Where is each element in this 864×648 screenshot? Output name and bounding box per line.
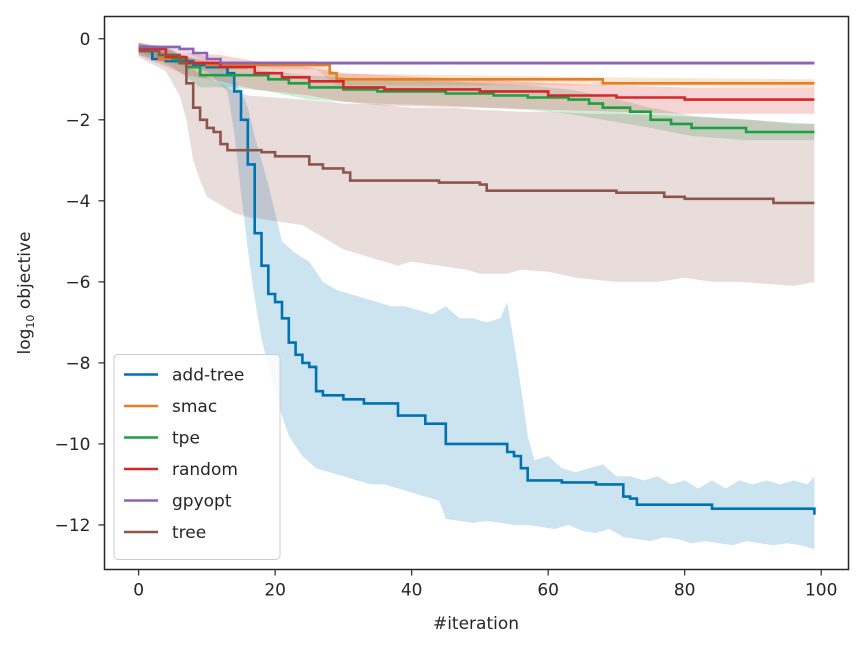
- add-tree-line: [138, 49, 816, 515]
- legend-label-tpe: tpe: [172, 429, 200, 449]
- x-tick-label: 100: [805, 581, 837, 601]
- series-lines: [138, 45, 816, 515]
- x-tick-label: 80: [674, 581, 696, 601]
- add-tree-band: [138, 46, 815, 550]
- y-tick-label: −4: [65, 192, 90, 212]
- y-tick-label: −12: [55, 516, 91, 536]
- tpe-line: [138, 45, 815, 134]
- random-band: [138, 42, 815, 114]
- legend: add-tree smac tpe random gpyopt tree: [113, 354, 281, 560]
- gpyopt-line: [138, 45, 815, 65]
- legend-label-add-tree: add-tree: [172, 366, 244, 386]
- legend-label-gpyopt: gpyopt: [172, 492, 232, 512]
- x-tick-label: 20: [264, 581, 286, 601]
- x-tick-label: 0: [133, 581, 144, 601]
- x-tick-label: 60: [537, 581, 559, 601]
- x-tick-label: 40: [401, 581, 423, 601]
- tree-band: [138, 42, 815, 286]
- random-line: [138, 47, 815, 101]
- x-axis-label: #iteration: [433, 614, 519, 634]
- tree-line: [138, 49, 815, 205]
- y-tick-label: −10: [55, 435, 91, 455]
- y-tick-label: −6: [65, 273, 90, 293]
- legend-label-tree: tree: [172, 523, 206, 543]
- tpe-band: [138, 42, 815, 141]
- legend-label-smac: smac: [172, 397, 217, 417]
- y-tick-label: 0: [80, 30, 91, 50]
- plot-frame: [103, 15, 850, 571]
- y-axis-label: log10 objective: [15, 232, 37, 355]
- y-axis-ticks: 0 −2 −4 −6 −8 −10 −12: [55, 30, 105, 536]
- legend-label-random: random: [172, 460, 238, 480]
- y-tick-label: −2: [65, 111, 90, 131]
- y-tick-label: −8: [65, 354, 90, 374]
- x-axis-ticks: 0 20 40 60 80 100: [133, 569, 837, 601]
